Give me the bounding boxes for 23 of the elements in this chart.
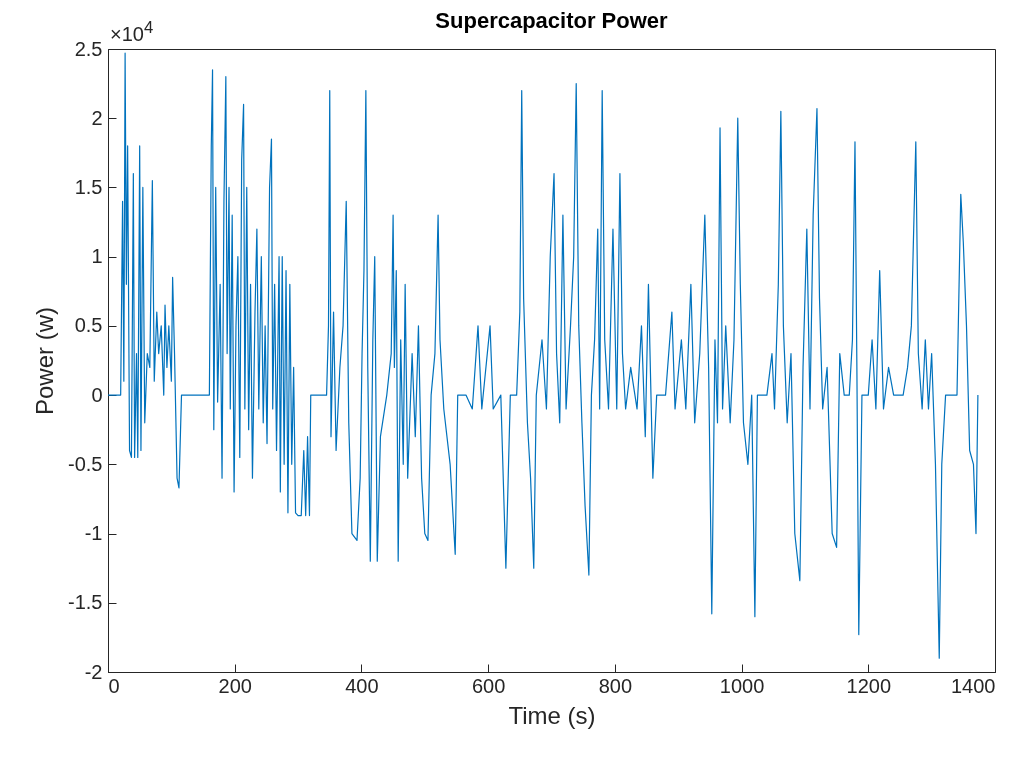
y-tick-label: 2.5 xyxy=(74,37,103,60)
x-tick-label: 200 xyxy=(218,674,252,697)
y-tick-label: 2 xyxy=(91,106,103,129)
y-tick-label: -2 xyxy=(84,660,103,683)
y-tick-label: -1.5 xyxy=(68,591,103,614)
x-tick-label: 800 xyxy=(598,674,633,697)
y-tick-label: -1 xyxy=(84,522,103,545)
text: ×10$^{4}$ xyxy=(110,18,154,46)
x-tick-label: 0 xyxy=(108,674,120,697)
x-axis-title: Time (s) xyxy=(508,701,596,729)
x-tick-label: 600 xyxy=(471,674,506,697)
y-tick-label: 0 xyxy=(91,383,103,406)
y-tick-label: -0.5 xyxy=(68,452,103,475)
line-series xyxy=(108,52,979,659)
chart-title: Supercapacitor Power xyxy=(435,8,669,33)
y-tick-label: 1.5 xyxy=(74,175,103,198)
x-tick-label: 1400 xyxy=(951,674,996,697)
y-axis-title: Power (w) xyxy=(31,306,59,416)
y-tick-label: 1 xyxy=(91,245,103,268)
x-tick-label: 1000 xyxy=(719,674,765,697)
y-tick-label: 0.5 xyxy=(74,314,103,337)
x-tick-label: 400 xyxy=(345,674,379,697)
x-tick-label: 1200 xyxy=(846,674,892,697)
